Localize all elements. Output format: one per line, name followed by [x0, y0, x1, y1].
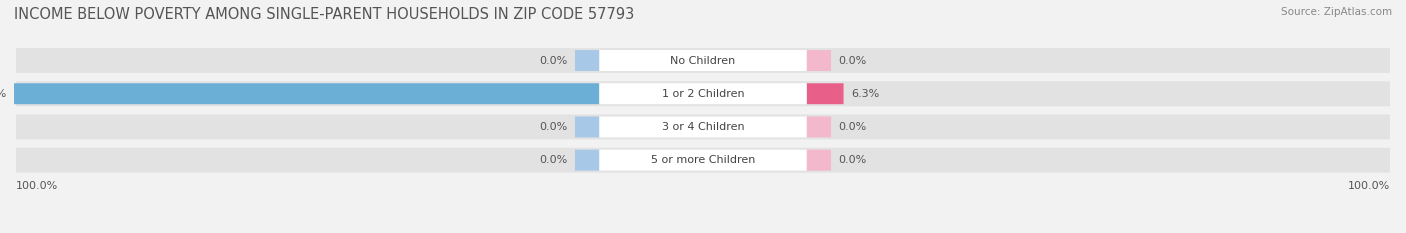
Text: 100.0%: 100.0%	[15, 181, 59, 191]
Text: 100.0%: 100.0%	[0, 89, 7, 99]
FancyBboxPatch shape	[807, 150, 831, 171]
Text: 1 or 2 Children: 1 or 2 Children	[662, 89, 744, 99]
FancyBboxPatch shape	[15, 81, 1391, 106]
Text: 100.0%: 100.0%	[1347, 181, 1391, 191]
Text: 0.0%: 0.0%	[540, 155, 568, 165]
FancyBboxPatch shape	[575, 50, 599, 71]
FancyBboxPatch shape	[14, 83, 599, 104]
FancyBboxPatch shape	[15, 114, 1391, 139]
FancyBboxPatch shape	[575, 116, 599, 137]
Text: 0.0%: 0.0%	[540, 55, 568, 65]
Text: 0.0%: 0.0%	[838, 55, 866, 65]
FancyBboxPatch shape	[807, 116, 831, 137]
FancyBboxPatch shape	[15, 48, 1391, 73]
FancyBboxPatch shape	[575, 150, 599, 171]
Text: 6.3%: 6.3%	[851, 89, 879, 99]
FancyBboxPatch shape	[599, 116, 807, 137]
FancyBboxPatch shape	[807, 50, 831, 71]
Text: INCOME BELOW POVERTY AMONG SINGLE-PARENT HOUSEHOLDS IN ZIP CODE 57793: INCOME BELOW POVERTY AMONG SINGLE-PARENT…	[14, 7, 634, 22]
Text: 3 or 4 Children: 3 or 4 Children	[662, 122, 744, 132]
Text: Source: ZipAtlas.com: Source: ZipAtlas.com	[1281, 7, 1392, 17]
Text: 0.0%: 0.0%	[838, 155, 866, 165]
Text: 5 or more Children: 5 or more Children	[651, 155, 755, 165]
FancyBboxPatch shape	[599, 50, 807, 71]
FancyBboxPatch shape	[807, 83, 844, 104]
Text: No Children: No Children	[671, 55, 735, 65]
FancyBboxPatch shape	[599, 83, 807, 104]
Text: 0.0%: 0.0%	[838, 122, 866, 132]
FancyBboxPatch shape	[599, 150, 807, 171]
Text: 0.0%: 0.0%	[540, 122, 568, 132]
FancyBboxPatch shape	[15, 148, 1391, 173]
